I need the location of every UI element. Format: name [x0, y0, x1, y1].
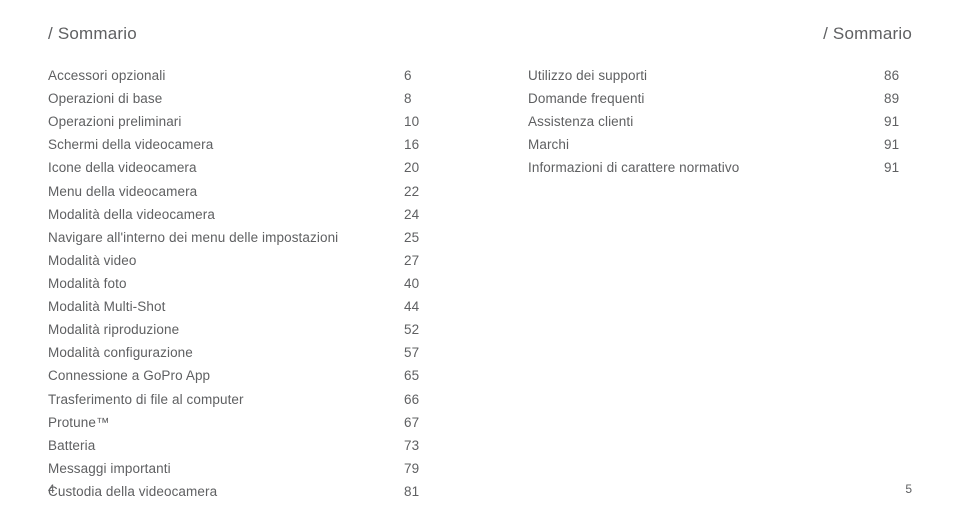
toc-label: Assistenza clienti	[528, 112, 884, 133]
toc-label: Modalità foto	[48, 274, 404, 295]
toc-label: Modalità configurazione	[48, 343, 404, 364]
toc-label: Protune™	[48, 413, 404, 434]
toc-page-number: 27	[404, 251, 432, 272]
toc-page-number: 73	[404, 436, 432, 457]
toc-left: Accessori opzionali6Operazioni di base8O…	[48, 66, 432, 505]
toc-row: Modalità foto40	[48, 274, 432, 295]
toc-label: Modalità video	[48, 251, 404, 272]
heading-left: / Sommario	[48, 24, 432, 44]
toc-row: Modalità Multi-Shot44	[48, 297, 432, 318]
toc-label: Informazioni di carattere normativo	[528, 158, 884, 179]
toc-page-number: 24	[404, 205, 432, 226]
page-number-left: 4	[48, 482, 55, 496]
toc-row: Connessione a GoPro App65	[48, 366, 432, 387]
toc-row: Modalità riproduzione52	[48, 320, 432, 341]
toc-right: Utilizzo dei supporti86Domande frequenti…	[528, 66, 912, 494]
toc-page-number: 57	[404, 343, 432, 364]
toc-label: Custodia della videocamera	[48, 482, 404, 503]
toc-row: Domande frequenti89	[528, 89, 912, 110]
toc-label: Icone della videocamera	[48, 158, 404, 179]
toc-page-number: 91	[884, 135, 912, 156]
document-spread: / Sommario Accessori opzionali6Operazion…	[0, 0, 960, 514]
toc-page-number: 22	[404, 182, 432, 203]
toc-row: Modalità della videocamera24	[48, 205, 432, 226]
toc-label: Modalità Multi-Shot	[48, 297, 404, 318]
toc-row: Operazioni di base8	[48, 89, 432, 110]
toc-row: Assistenza clienti91	[528, 112, 912, 133]
toc-label: Modalità della videocamera	[48, 205, 404, 226]
toc-label: Navigare all'interno dei menu delle impo…	[48, 228, 404, 249]
toc-page-number: 8	[404, 89, 432, 110]
toc-page-number: 40	[404, 274, 432, 295]
page-number-right: 5	[905, 482, 912, 496]
toc-page-number: 67	[404, 413, 432, 434]
toc-row: Custodia della videocamera81	[48, 482, 432, 503]
toc-label: Domande frequenti	[528, 89, 884, 110]
toc-page-number: 91	[884, 112, 912, 133]
toc-page-number: 25	[404, 228, 432, 249]
toc-row: Utilizzo dei supporti86	[528, 66, 912, 87]
toc-page-number: 81	[404, 482, 432, 503]
toc-row: Messaggi importanti79	[48, 459, 432, 480]
toc-row: Icone della videocamera20	[48, 158, 432, 179]
toc-label: Utilizzo dei supporti	[528, 66, 884, 87]
toc-label: Operazioni preliminari	[48, 112, 404, 133]
toc-page-number: 16	[404, 135, 432, 156]
toc-row: Marchi91	[528, 135, 912, 156]
toc-label: Marchi	[528, 135, 884, 156]
left-page: / Sommario Accessori opzionali6Operazion…	[0, 0, 480, 514]
toc-row: Navigare all'interno dei menu delle impo…	[48, 228, 432, 249]
toc-page-number: 20	[404, 158, 432, 179]
toc-row: Modalità video27	[48, 251, 432, 272]
toc-row: Menu della videocamera22	[48, 182, 432, 203]
toc-row: Schermi della videocamera16	[48, 135, 432, 156]
right-page: / Sommario Utilizzo dei supporti86Domand…	[480, 0, 960, 514]
toc-page-number: 10	[404, 112, 432, 133]
toc-page-number: 65	[404, 366, 432, 387]
toc-row: Informazioni di carattere normativo91	[528, 158, 912, 179]
toc-label: Schermi della videocamera	[48, 135, 404, 156]
toc-page-number: 79	[404, 459, 432, 480]
toc-row: Trasferimento di file al computer66	[48, 390, 432, 411]
toc-page-number: 86	[884, 66, 912, 87]
toc-label: Accessori opzionali	[48, 66, 404, 87]
toc-page-number: 66	[404, 390, 432, 411]
heading-right: / Sommario	[528, 24, 912, 44]
toc-label: Menu della videocamera	[48, 182, 404, 203]
toc-page-number: 44	[404, 297, 432, 318]
toc-label: Operazioni di base	[48, 89, 404, 110]
toc-label: Modalità riproduzione	[48, 320, 404, 341]
toc-label: Trasferimento di file al computer	[48, 390, 404, 411]
toc-row: Operazioni preliminari10	[48, 112, 432, 133]
toc-row: Modalità configurazione57	[48, 343, 432, 364]
toc-row: Batteria73	[48, 436, 432, 457]
toc-page-number: 6	[404, 66, 432, 87]
toc-row: Accessori opzionali6	[48, 66, 432, 87]
toc-page-number: 52	[404, 320, 432, 341]
toc-page-number: 89	[884, 89, 912, 110]
toc-page-number: 91	[884, 158, 912, 179]
toc-row: Protune™67	[48, 413, 432, 434]
toc-label: Batteria	[48, 436, 404, 457]
toc-label: Messaggi importanti	[48, 459, 404, 480]
toc-label: Connessione a GoPro App	[48, 366, 404, 387]
